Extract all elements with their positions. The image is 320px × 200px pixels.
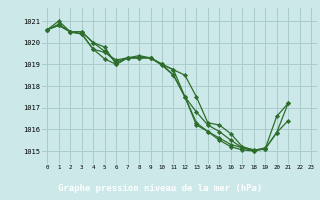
Text: Graphe pression niveau de la mer (hPa): Graphe pression niveau de la mer (hPa) [58,184,262,193]
